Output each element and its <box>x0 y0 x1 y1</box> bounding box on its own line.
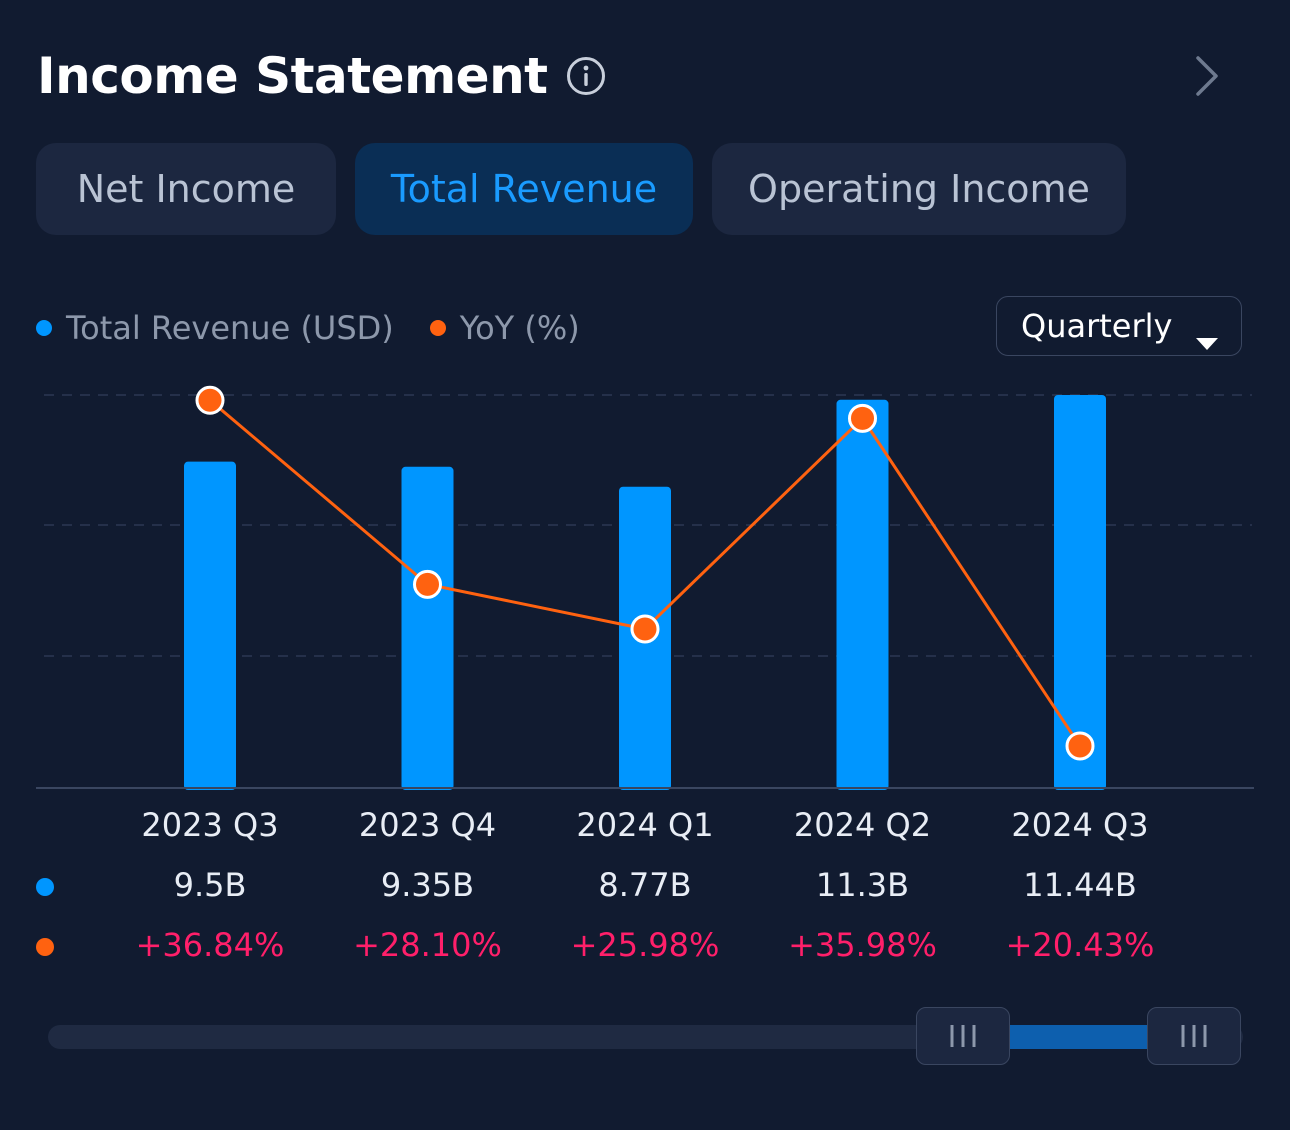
revenue-value-label: 11.3B <box>815 866 910 904</box>
yoy-value-label: +36.84% <box>135 926 285 964</box>
x-tick-label: 2023 Q4 <box>359 806 496 844</box>
row-dot-yoy <box>36 938 54 956</box>
yoy-value-label: +25.98% <box>570 926 720 964</box>
x-tick-label: 2024 Q1 <box>576 806 713 844</box>
tab-net-income[interactable]: Net Income <box>36 143 336 235</box>
yoy-point[interactable] <box>1065 731 1095 761</box>
header: Income Statement <box>37 40 1250 112</box>
legend-item-revenue[interactable]: Total Revenue (USD) <box>36 309 394 347</box>
revenue-value-label: 9.35B <box>380 866 475 904</box>
tab-total-revenue[interactable]: Total Revenue <box>355 143 693 235</box>
grip-icon <box>950 1025 976 1047</box>
period-select-value: Quarterly <box>1021 307 1173 345</box>
yoy-point[interactable] <box>848 403 877 433</box>
x-tick-label: 2024 Q3 <box>1011 806 1148 844</box>
yoy-value-label: +28.10% <box>353 926 502 964</box>
revenue-bar[interactable] <box>1054 395 1106 790</box>
revenue-value-label: 8.77B <box>598 866 692 904</box>
revenue-bar[interactable] <box>184 461 236 790</box>
range-handle-left[interactable] <box>916 1007 1010 1065</box>
legend-label-revenue: Total Revenue (USD) <box>66 309 394 347</box>
legend-item-yoy[interactable]: YoY (%) <box>429 309 580 347</box>
chart-legend: Total Revenue (USD) YoY (%) <box>36 305 616 351</box>
x-tick-label: 2024 Q2 <box>794 806 931 844</box>
revenue-value-label: 11.44B <box>1023 866 1137 904</box>
tab-operating-income[interactable]: Operating Income <box>712 143 1126 235</box>
chevron-right-icon[interactable] <box>1186 54 1226 98</box>
yoy-value-label: +20.43% <box>1005 926 1155 964</box>
revenue-chart: 2023 Q3 2023 Q4 2024 Q1 2024 Q2 2024 Q3 <box>36 385 1254 844</box>
row-dot-revenue <box>36 878 54 896</box>
period-select[interactable]: Quarterly <box>996 296 1242 356</box>
range-scroller-selection[interactable] <box>1005 1025 1155 1049</box>
legend-label-yoy: YoY (%) <box>459 309 580 347</box>
page-title: Income Statement <box>37 47 548 105</box>
metric-tabs: Net Income Total Revenue Operating Incom… <box>36 143 1126 235</box>
range-handle-right[interactable] <box>1147 1007 1241 1065</box>
caret-down-icon <box>1195 321 1219 359</box>
yoy-point[interactable] <box>413 569 442 599</box>
yoy-point[interactable] <box>195 385 225 415</box>
revenue-bar[interactable] <box>836 399 889 790</box>
legend-dot-yoy <box>429 320 446 336</box>
revenue-value-label: 9.5B <box>173 866 247 904</box>
revenue-bar[interactable] <box>401 466 454 790</box>
yoy-point[interactable] <box>630 614 660 644</box>
x-tick-label: 2023 Q3 <box>141 806 278 844</box>
yoy-value-label: +35.98% <box>788 926 937 964</box>
grip-icon <box>1181 1025 1207 1047</box>
legend-dot-revenue <box>36 320 52 336</box>
info-icon[interactable] <box>566 56 606 96</box>
